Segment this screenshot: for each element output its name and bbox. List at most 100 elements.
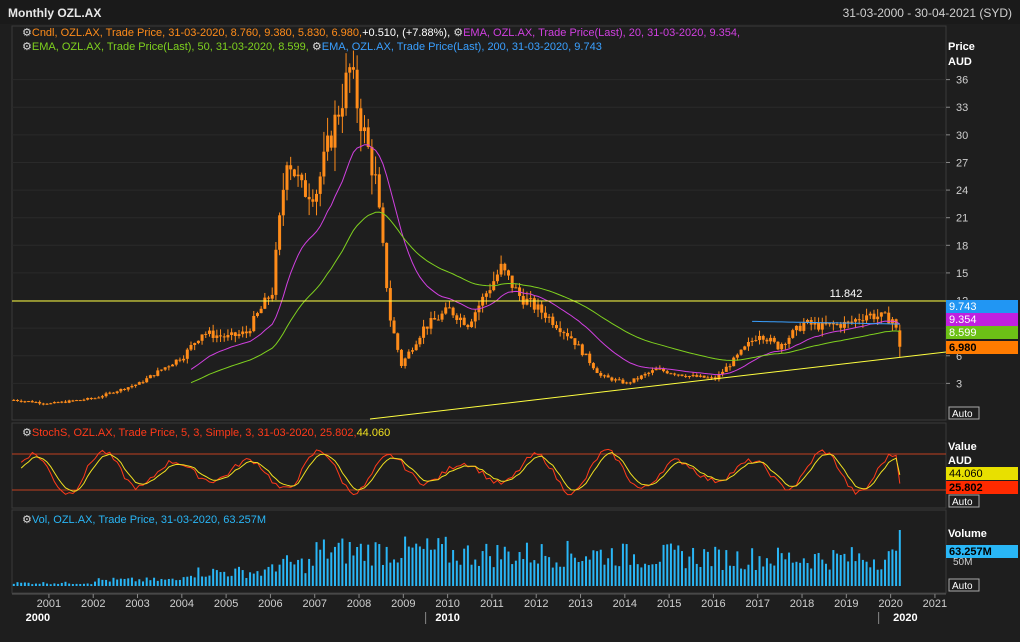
chart-area[interactable]: 369121518212427303336 11.842 Price AUD 9… bbox=[0, 24, 1020, 642]
candle-body bbox=[108, 392, 112, 394]
candle-body bbox=[440, 313, 444, 320]
volume-bar bbox=[330, 552, 333, 586]
legend-entry: 44.060 bbox=[357, 427, 391, 439]
price-panel[interactable] bbox=[11, 25, 947, 421]
candle-body bbox=[255, 313, 259, 316]
candle-body bbox=[97, 397, 101, 399]
candle-body bbox=[289, 165, 293, 170]
candle-body bbox=[115, 391, 119, 394]
candle-body bbox=[591, 363, 595, 369]
year-label: 2019 bbox=[834, 598, 858, 610]
candle-body bbox=[23, 401, 27, 403]
candle-body bbox=[56, 402, 60, 404]
volume-bar bbox=[677, 545, 680, 586]
stoch-series[interactable] bbox=[20, 448, 901, 496]
svg-text:⚙Cndl, OZL.AX, Trade Price, 31: ⚙Cndl, OZL.AX, Trade Price, 31-03-2020, … bbox=[22, 27, 740, 39]
settings-icon[interactable]: ⚙ bbox=[22, 514, 32, 526]
candle-body bbox=[178, 359, 182, 361]
volume-bar bbox=[824, 563, 827, 586]
candle-body bbox=[728, 366, 732, 368]
candle-body bbox=[340, 108, 344, 117]
volume-auto-button[interactable]: Auto bbox=[948, 578, 980, 592]
ema20-line[interactable] bbox=[190, 144, 901, 376]
price-auto-button[interactable]: Auto bbox=[948, 406, 980, 420]
settings-icon[interactable]: ⚙ bbox=[22, 41, 32, 53]
price-tag-ema200: 9.743 bbox=[946, 300, 1018, 313]
volume-series[interactable] bbox=[12, 530, 901, 586]
year-label: 2005 bbox=[214, 598, 238, 610]
volume-bar bbox=[865, 561, 868, 586]
candle-body bbox=[436, 319, 440, 321]
volume-bar bbox=[53, 583, 56, 586]
candle-body bbox=[462, 317, 466, 325]
title-bar: Monthly OZL.AX 31-03-2000 - 30-04-2021 (… bbox=[0, 0, 1020, 24]
settings-icon[interactable]: ⚙ bbox=[309, 41, 322, 53]
candle-body bbox=[385, 242, 389, 289]
volume-bar bbox=[337, 542, 340, 586]
volume-bar bbox=[223, 571, 226, 586]
volume-bar bbox=[119, 578, 122, 586]
x-axis[interactable]: 2001 2002 2003 2004 2005 2006 2007 2008 2009 2010… bbox=[12, 593, 947, 624]
candle-body bbox=[86, 398, 90, 400]
candle-body bbox=[89, 398, 93, 400]
volume-bar bbox=[322, 539, 325, 586]
stoch-panel[interactable] bbox=[11, 422, 947, 509]
candlestick-series[interactable] bbox=[12, 50, 902, 406]
candle-body bbox=[732, 357, 736, 367]
volume-bar bbox=[345, 563, 348, 586]
volume-bar bbox=[810, 568, 813, 586]
candle-body bbox=[680, 374, 684, 376]
volume-bar bbox=[585, 556, 588, 586]
volume-bar bbox=[658, 561, 661, 586]
candle-body bbox=[650, 370, 654, 373]
volume-bar bbox=[378, 544, 381, 586]
price-tick-label: 3 bbox=[956, 378, 962, 390]
volume-bar bbox=[94, 581, 97, 586]
volume-bar bbox=[684, 568, 687, 586]
stoch-auto-button[interactable]: Auto bbox=[948, 494, 980, 508]
volume-bar bbox=[12, 583, 15, 586]
settings-icon[interactable]: ⚙ bbox=[22, 27, 32, 39]
stoch-d-line[interactable] bbox=[20, 451, 901, 492]
volume-bar bbox=[592, 550, 595, 586]
ema-series[interactable] bbox=[190, 144, 901, 384]
candle-body bbox=[215, 335, 219, 338]
volume-bar bbox=[197, 567, 200, 586]
volume-bar bbox=[714, 546, 717, 586]
volume-bar bbox=[138, 579, 141, 586]
ema50-line[interactable] bbox=[190, 211, 900, 384]
candle-body bbox=[617, 379, 621, 381]
volume-bar bbox=[178, 579, 181, 586]
candle-body bbox=[529, 298, 533, 300]
candle-body bbox=[49, 403, 53, 405]
candle-body bbox=[322, 151, 326, 177]
volume-bar bbox=[112, 577, 115, 586]
candle-body bbox=[407, 351, 411, 359]
candle-body bbox=[761, 335, 765, 340]
stoch-axis-unit: AUD bbox=[948, 455, 972, 467]
volume-bar bbox=[633, 554, 636, 586]
year-label: 2008 bbox=[347, 598, 371, 610]
volume-bar bbox=[740, 568, 743, 586]
volume-bar bbox=[367, 544, 370, 586]
candle-body bbox=[12, 399, 16, 401]
volume-bar bbox=[891, 549, 894, 586]
ema200-line[interactable] bbox=[752, 320, 900, 325]
legend-entry: EMA, OZL.AX, Trade Price(Last), 50, 31-0… bbox=[32, 41, 309, 53]
settings-icon[interactable]: ⚙ bbox=[22, 427, 32, 439]
volume-bar bbox=[703, 549, 706, 586]
volume-bar bbox=[655, 563, 658, 586]
candle-body bbox=[584, 353, 588, 356]
candle-body bbox=[123, 388, 127, 390]
decade-label: 2020 bbox=[893, 612, 917, 624]
settings-icon[interactable]: ⚙ bbox=[450, 27, 463, 39]
volume-tick: 50M bbox=[953, 557, 972, 568]
candle-body bbox=[200, 334, 204, 341]
candle-body bbox=[813, 322, 817, 325]
volume-bar bbox=[31, 584, 34, 586]
volume-bar bbox=[588, 559, 591, 586]
trend-line[interactable] bbox=[369, 351, 947, 420]
volume-bar bbox=[880, 569, 883, 586]
svg-text:9.354: 9.354 bbox=[949, 314, 977, 326]
date-range[interactable]: 31-03-2000 - 30-04-2021 (SYD) bbox=[842, 6, 1012, 20]
